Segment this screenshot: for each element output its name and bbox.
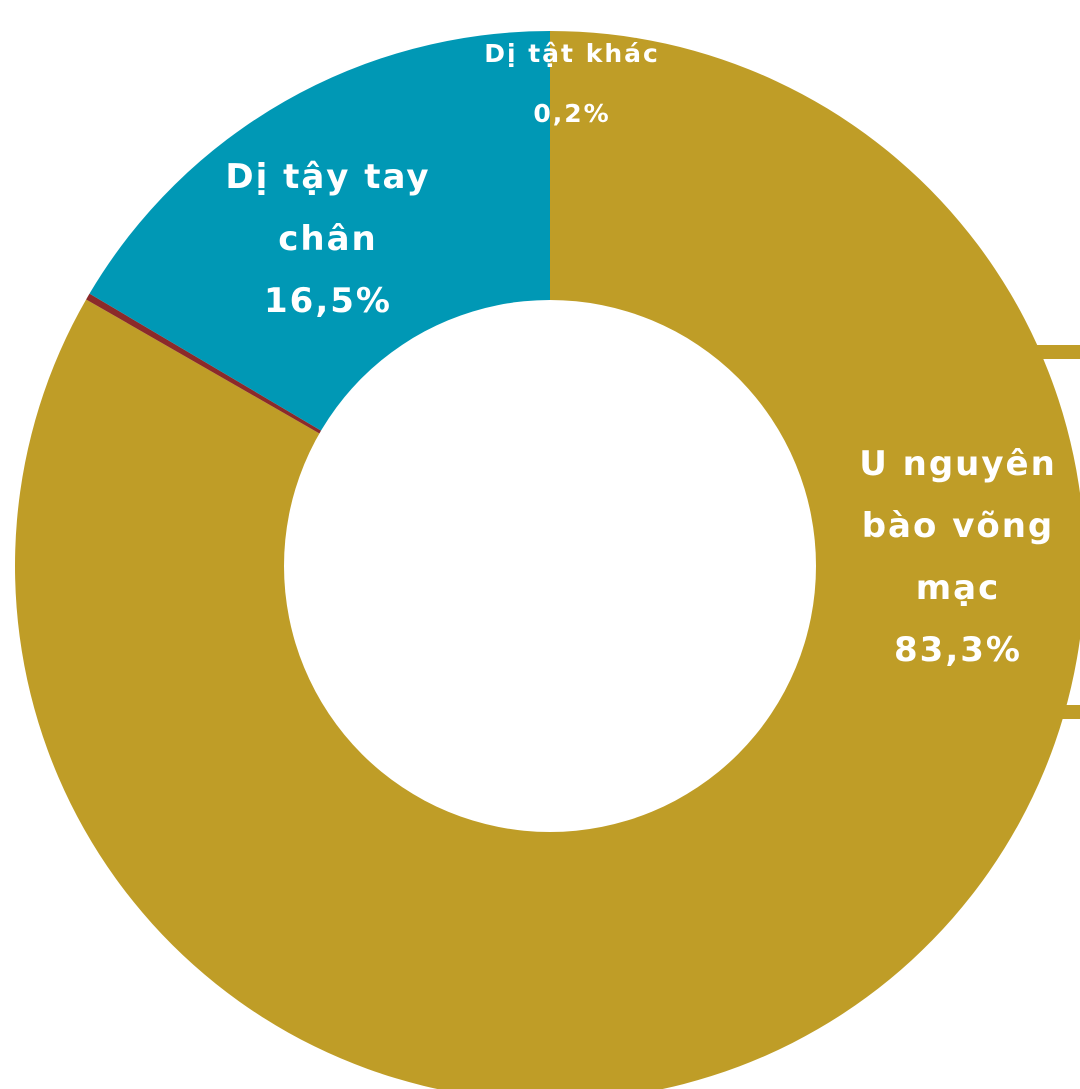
slice-labels: U nguyên bào võng mạc 83,3%Dị tật khác 0,2%D… bbox=[225, 39, 1057, 670]
slice-value-label: 16,5% bbox=[264, 281, 392, 321]
slice-label-0: U nguyên bào võng mạc 83,3% bbox=[859, 444, 1057, 670]
slice-name-label: Dị tật khác bbox=[484, 39, 660, 68]
slice-name-label: chân bbox=[278, 219, 378, 259]
slice-label-2: Dị tậy tay chân 16,5% bbox=[225, 157, 430, 321]
slice-name-label: Dị tậy tay bbox=[225, 157, 430, 197]
slice-value-label: 83,3% bbox=[894, 630, 1022, 670]
slice-label-1: Dị tật khác 0,2% bbox=[484, 39, 660, 128]
donut-hole bbox=[284, 300, 816, 832]
slice-name-label: U nguyên bbox=[859, 444, 1057, 484]
pie-slice-0 bbox=[15, 31, 1080, 1089]
slice-name-label: bào võng bbox=[862, 506, 1055, 546]
slice-value-label: 0,2% bbox=[533, 99, 610, 128]
slice-name-label: mạc bbox=[916, 568, 1001, 608]
